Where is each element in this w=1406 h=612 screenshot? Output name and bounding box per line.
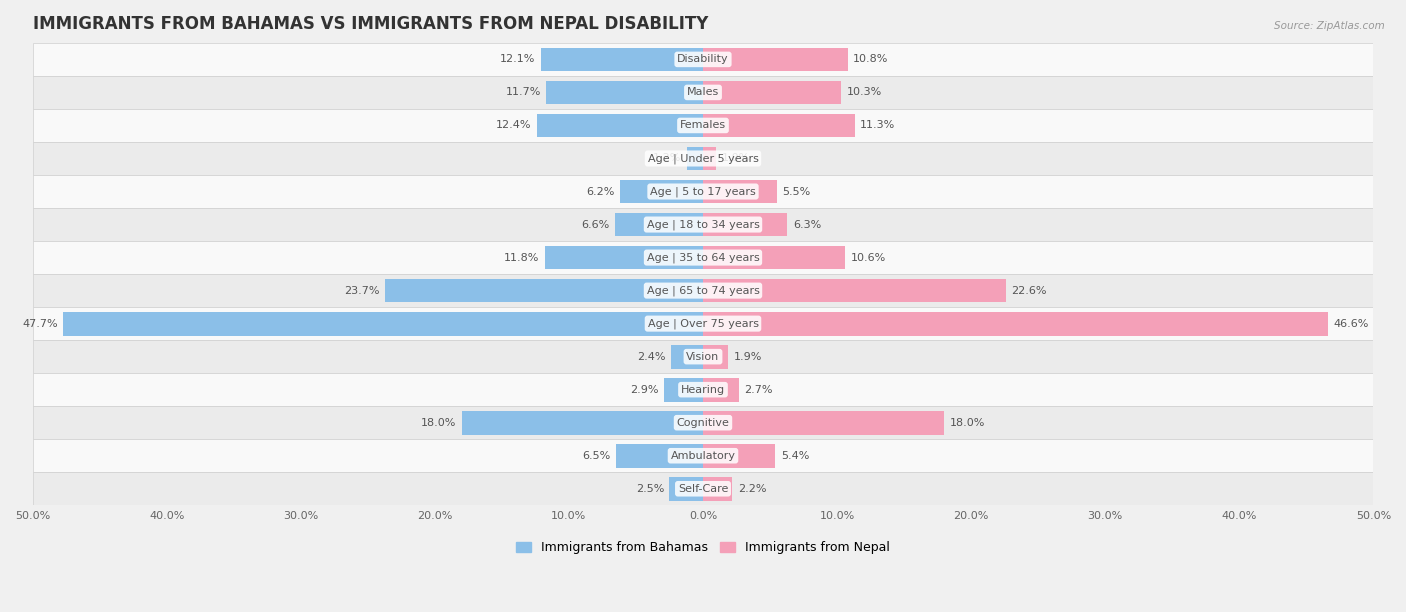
FancyBboxPatch shape <box>32 307 1374 340</box>
Bar <box>703 444 775 468</box>
Text: Females: Females <box>681 121 725 130</box>
Text: 12.1%: 12.1% <box>501 54 536 64</box>
Bar <box>703 147 717 170</box>
Text: Males: Males <box>688 88 718 97</box>
Bar <box>620 179 703 203</box>
Bar <box>671 345 703 368</box>
Text: 6.5%: 6.5% <box>582 450 610 461</box>
Text: IMMIGRANTS FROM BAHAMAS VS IMMIGRANTS FROM NEPAL DISABILITY: IMMIGRANTS FROM BAHAMAS VS IMMIGRANTS FR… <box>32 15 709 33</box>
Text: 23.7%: 23.7% <box>344 286 380 296</box>
Text: Age | 18 to 34 years: Age | 18 to 34 years <box>647 219 759 230</box>
Text: 5.5%: 5.5% <box>782 187 810 196</box>
Text: Age | 65 to 74 years: Age | 65 to 74 years <box>647 285 759 296</box>
Text: 18.0%: 18.0% <box>420 418 457 428</box>
Text: Hearing: Hearing <box>681 385 725 395</box>
Text: Disability: Disability <box>678 54 728 64</box>
FancyBboxPatch shape <box>32 241 1374 274</box>
Text: 2.4%: 2.4% <box>637 352 665 362</box>
Bar <box>703 312 1327 335</box>
Text: 1.0%: 1.0% <box>721 154 749 163</box>
FancyBboxPatch shape <box>32 274 1374 307</box>
Text: 46.6%: 46.6% <box>1333 319 1368 329</box>
Bar <box>703 278 1007 302</box>
Text: 11.3%: 11.3% <box>860 121 896 130</box>
Text: 22.6%: 22.6% <box>1011 286 1047 296</box>
Bar <box>703 245 845 269</box>
Bar <box>616 444 703 468</box>
FancyBboxPatch shape <box>32 406 1374 439</box>
Bar <box>703 411 945 435</box>
Text: Self-Care: Self-Care <box>678 483 728 494</box>
Text: 2.5%: 2.5% <box>636 483 664 494</box>
Bar <box>703 378 740 401</box>
Bar <box>703 81 841 104</box>
Text: 11.8%: 11.8% <box>505 253 540 263</box>
Text: Ambulatory: Ambulatory <box>671 450 735 461</box>
Text: Age | 5 to 17 years: Age | 5 to 17 years <box>650 186 756 197</box>
Bar <box>664 378 703 401</box>
Text: Age | Under 5 years: Age | Under 5 years <box>648 153 758 164</box>
Bar <box>669 477 703 501</box>
Text: Age | Over 75 years: Age | Over 75 years <box>648 318 758 329</box>
Bar <box>703 345 728 368</box>
FancyBboxPatch shape <box>32 208 1374 241</box>
Bar <box>703 48 848 71</box>
Bar <box>703 179 776 203</box>
FancyBboxPatch shape <box>32 76 1374 109</box>
Bar <box>546 81 703 104</box>
FancyBboxPatch shape <box>32 340 1374 373</box>
Bar <box>537 114 703 137</box>
FancyBboxPatch shape <box>32 439 1374 472</box>
Text: 10.6%: 10.6% <box>851 253 886 263</box>
Text: 6.6%: 6.6% <box>581 220 609 230</box>
Text: Cognitive: Cognitive <box>676 418 730 428</box>
FancyBboxPatch shape <box>32 472 1374 506</box>
Bar <box>385 278 703 302</box>
Bar <box>63 312 703 335</box>
Text: 5.4%: 5.4% <box>780 450 808 461</box>
Text: 47.7%: 47.7% <box>22 319 58 329</box>
Text: 1.9%: 1.9% <box>734 352 762 362</box>
FancyBboxPatch shape <box>32 373 1374 406</box>
Text: 10.8%: 10.8% <box>853 54 889 64</box>
Bar <box>703 477 733 501</box>
Bar <box>703 114 855 137</box>
FancyBboxPatch shape <box>32 142 1374 175</box>
Text: 10.3%: 10.3% <box>846 88 882 97</box>
Bar <box>614 212 703 236</box>
Text: 6.2%: 6.2% <box>586 187 614 196</box>
Legend: Immigrants from Bahamas, Immigrants from Nepal: Immigrants from Bahamas, Immigrants from… <box>510 536 896 559</box>
Bar <box>703 212 787 236</box>
Text: 11.7%: 11.7% <box>505 88 541 97</box>
Bar <box>688 147 703 170</box>
Text: Age | 35 to 64 years: Age | 35 to 64 years <box>647 252 759 263</box>
Text: 2.9%: 2.9% <box>630 385 659 395</box>
FancyBboxPatch shape <box>32 175 1374 208</box>
Text: 6.3%: 6.3% <box>793 220 821 230</box>
Text: 2.7%: 2.7% <box>745 385 773 395</box>
Text: 2.2%: 2.2% <box>738 483 766 494</box>
Text: 1.2%: 1.2% <box>654 154 682 163</box>
Text: Vision: Vision <box>686 352 720 362</box>
Text: 12.4%: 12.4% <box>496 121 531 130</box>
FancyBboxPatch shape <box>32 109 1374 142</box>
Text: 18.0%: 18.0% <box>949 418 986 428</box>
FancyBboxPatch shape <box>32 43 1374 76</box>
Bar <box>544 245 703 269</box>
Bar <box>461 411 703 435</box>
Bar <box>541 48 703 71</box>
Text: Source: ZipAtlas.com: Source: ZipAtlas.com <box>1274 21 1385 31</box>
